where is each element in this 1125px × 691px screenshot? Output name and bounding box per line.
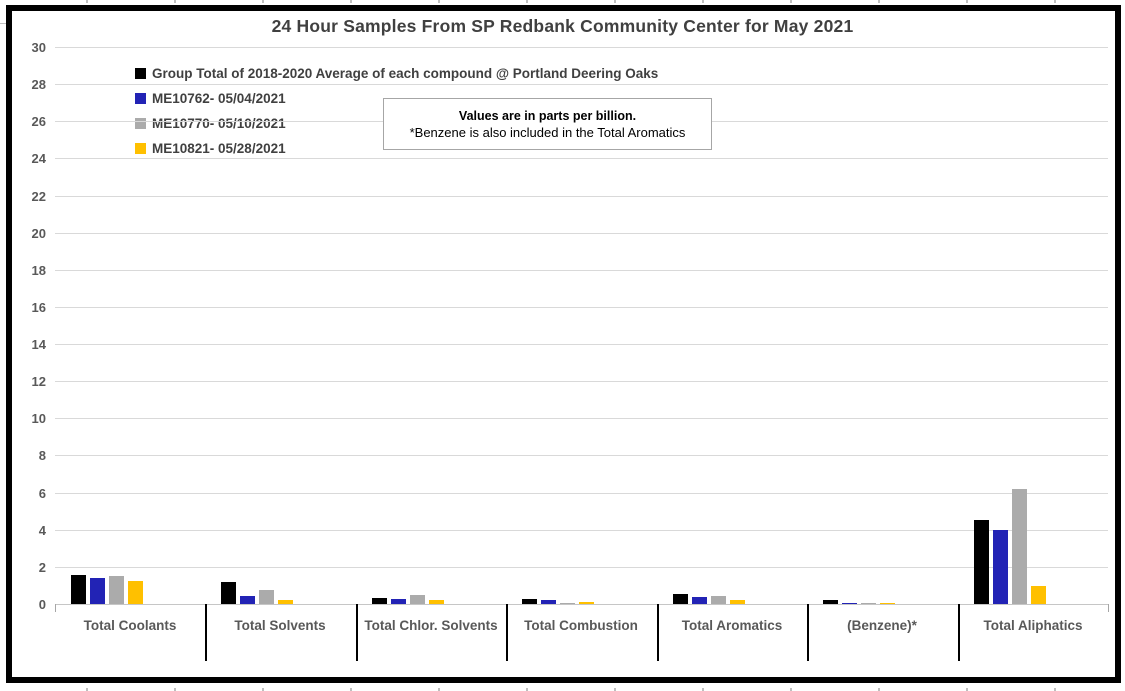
y-axis-tick-label: 14 xyxy=(31,337,46,352)
chart-title: 24 Hour Samples From SP Redbank Communit… xyxy=(271,16,854,36)
bar-total-aliphatics-series-1 xyxy=(993,530,1008,604)
y-axis-tick-label: 10 xyxy=(31,411,46,426)
spreadsheet-sliver-bottom xyxy=(0,683,1125,691)
gridline xyxy=(55,344,1108,345)
x-axis-line xyxy=(55,604,1108,605)
bar-total-chlor-solvents-series-0 xyxy=(372,598,387,604)
x-axis-category-label: Total Coolants xyxy=(83,618,177,633)
legend: Group Total of 2018-2020 Average of each… xyxy=(135,61,658,161)
x-axis-end-tick xyxy=(1108,604,1109,612)
category-separator-tick xyxy=(958,604,960,661)
gridline xyxy=(55,233,1108,234)
legend-swatch-yellow-series xyxy=(135,143,146,154)
legend-label: ME10770- 05/10/2021 xyxy=(152,116,286,131)
x-axis-category-label: Total Solvents xyxy=(234,618,326,633)
y-axis-tick-label: 20 xyxy=(31,226,46,241)
bar-total-coolants-series-0 xyxy=(71,575,86,604)
legend-swatch-black-series xyxy=(135,68,146,79)
bar-total-combustion-series-3 xyxy=(579,602,594,604)
y-axis-tick-label: 4 xyxy=(38,523,46,538)
bar-total-coolants-series-2 xyxy=(109,576,124,604)
y-axis-tick-label: 12 xyxy=(31,374,46,389)
bar-total-chlor-solvents-series-2 xyxy=(410,595,425,604)
y-axis-tick-label: 2 xyxy=(38,560,46,575)
annotation-box: Values are in parts per billion. *Benzen… xyxy=(383,98,712,150)
y-axis-tick-label: 0 xyxy=(38,597,46,612)
x-axis-category-label: Total Aromatics xyxy=(681,618,783,633)
category-separator-tick xyxy=(657,604,659,661)
spreadsheet-sliver-top xyxy=(0,0,1125,5)
gridline xyxy=(55,493,1108,494)
bar-total-aliphatics-series-0 xyxy=(974,520,989,604)
gridline xyxy=(55,418,1108,419)
bar-total-combustion-series-0 xyxy=(522,599,537,604)
y-axis-tick-label: 16 xyxy=(31,300,46,315)
bar-total-coolants-series-3 xyxy=(128,581,143,604)
gridline xyxy=(55,84,1108,85)
row-gridline-mark xyxy=(0,23,6,24)
y-axis-tick-label: 30 xyxy=(31,40,46,55)
column-gridline-marks xyxy=(0,688,1125,691)
y-axis-tick-label: 28 xyxy=(31,77,46,92)
y-axis-tick-label: 22 xyxy=(31,189,46,204)
gridline xyxy=(55,158,1108,159)
category-separator-tick xyxy=(506,604,508,661)
bar-total-combustion-series-1 xyxy=(541,600,556,604)
x-axis-category-label: (Benzene)* xyxy=(847,618,917,633)
bar-total-aromatics-series-2 xyxy=(711,596,726,604)
y-axis-tick-label: 26 xyxy=(31,114,46,129)
category-separator-tick xyxy=(807,604,809,661)
y-axis-tick-label: 24 xyxy=(31,151,46,166)
legend-item: ME10770- 05/10/2021 xyxy=(135,111,658,136)
gridline xyxy=(55,530,1108,531)
bar-total-aliphatics-series-3 xyxy=(1031,586,1046,604)
bar-total-aromatics-series-1 xyxy=(692,597,707,604)
bar-total-aromatics-series-3 xyxy=(730,600,745,604)
annotation-line: *Benzene is also included in the Total A… xyxy=(409,124,686,140)
bar-total-chlor-solvents-series-3 xyxy=(429,600,444,604)
bar-total-solvents-series-0 xyxy=(221,582,236,604)
bar-benzene-series-3 xyxy=(880,603,895,604)
x-axis-category-label: Total Combustion xyxy=(524,618,638,633)
x-axis-category-label: Total Chlor. Solvents xyxy=(364,618,498,633)
x-axis-category-label: Total Aliphatics xyxy=(983,618,1083,633)
y-axis-tick-label: 6 xyxy=(38,486,46,501)
gridline xyxy=(55,381,1108,382)
gridline xyxy=(55,307,1108,308)
x-axis-end-tick xyxy=(55,604,56,612)
gridline xyxy=(55,47,1108,48)
legend-label: ME10821- 05/28/2021 xyxy=(152,141,286,156)
bar-total-coolants-series-1 xyxy=(90,578,105,604)
legend-item: Group Total of 2018-2020 Average of each… xyxy=(135,61,658,86)
column-gridline-marks xyxy=(0,0,1125,3)
y-axis-tick-label: 8 xyxy=(38,448,46,463)
legend-swatch-blue-series xyxy=(135,93,146,104)
legend-swatch-gray-series xyxy=(135,118,146,129)
bar-benzene-series-2 xyxy=(861,603,876,604)
bar-benzene-series-0 xyxy=(823,600,838,604)
legend-label: Group Total of 2018-2020 Average of each… xyxy=(152,66,659,81)
gridline xyxy=(55,567,1108,568)
y-axis-tick-label: 18 xyxy=(31,263,46,278)
legend-item: ME10821- 05/28/2021 xyxy=(135,136,658,161)
bar-total-combustion-series-2 xyxy=(560,603,575,604)
category-separator-tick xyxy=(356,604,358,661)
category-separator-tick xyxy=(205,604,207,661)
gridline xyxy=(55,196,1108,197)
annotation-line: Values are in parts per billion. xyxy=(458,108,637,123)
bar-total-aromatics-series-0 xyxy=(673,594,688,604)
bar-total-solvents-series-3 xyxy=(278,600,293,604)
legend-label: ME10762- 05/04/2021 xyxy=(152,91,286,106)
bar-benzene-series-1 xyxy=(842,603,857,604)
bar-total-aliphatics-series-2 xyxy=(1012,489,1027,604)
gridline xyxy=(55,455,1108,456)
bar-total-solvents-series-2 xyxy=(259,590,274,604)
bar-total-chlor-solvents-series-1 xyxy=(391,599,406,604)
legend-item: ME10762- 05/04/2021 xyxy=(135,86,658,111)
gridline xyxy=(55,270,1108,271)
bar-total-solvents-series-1 xyxy=(240,596,255,604)
